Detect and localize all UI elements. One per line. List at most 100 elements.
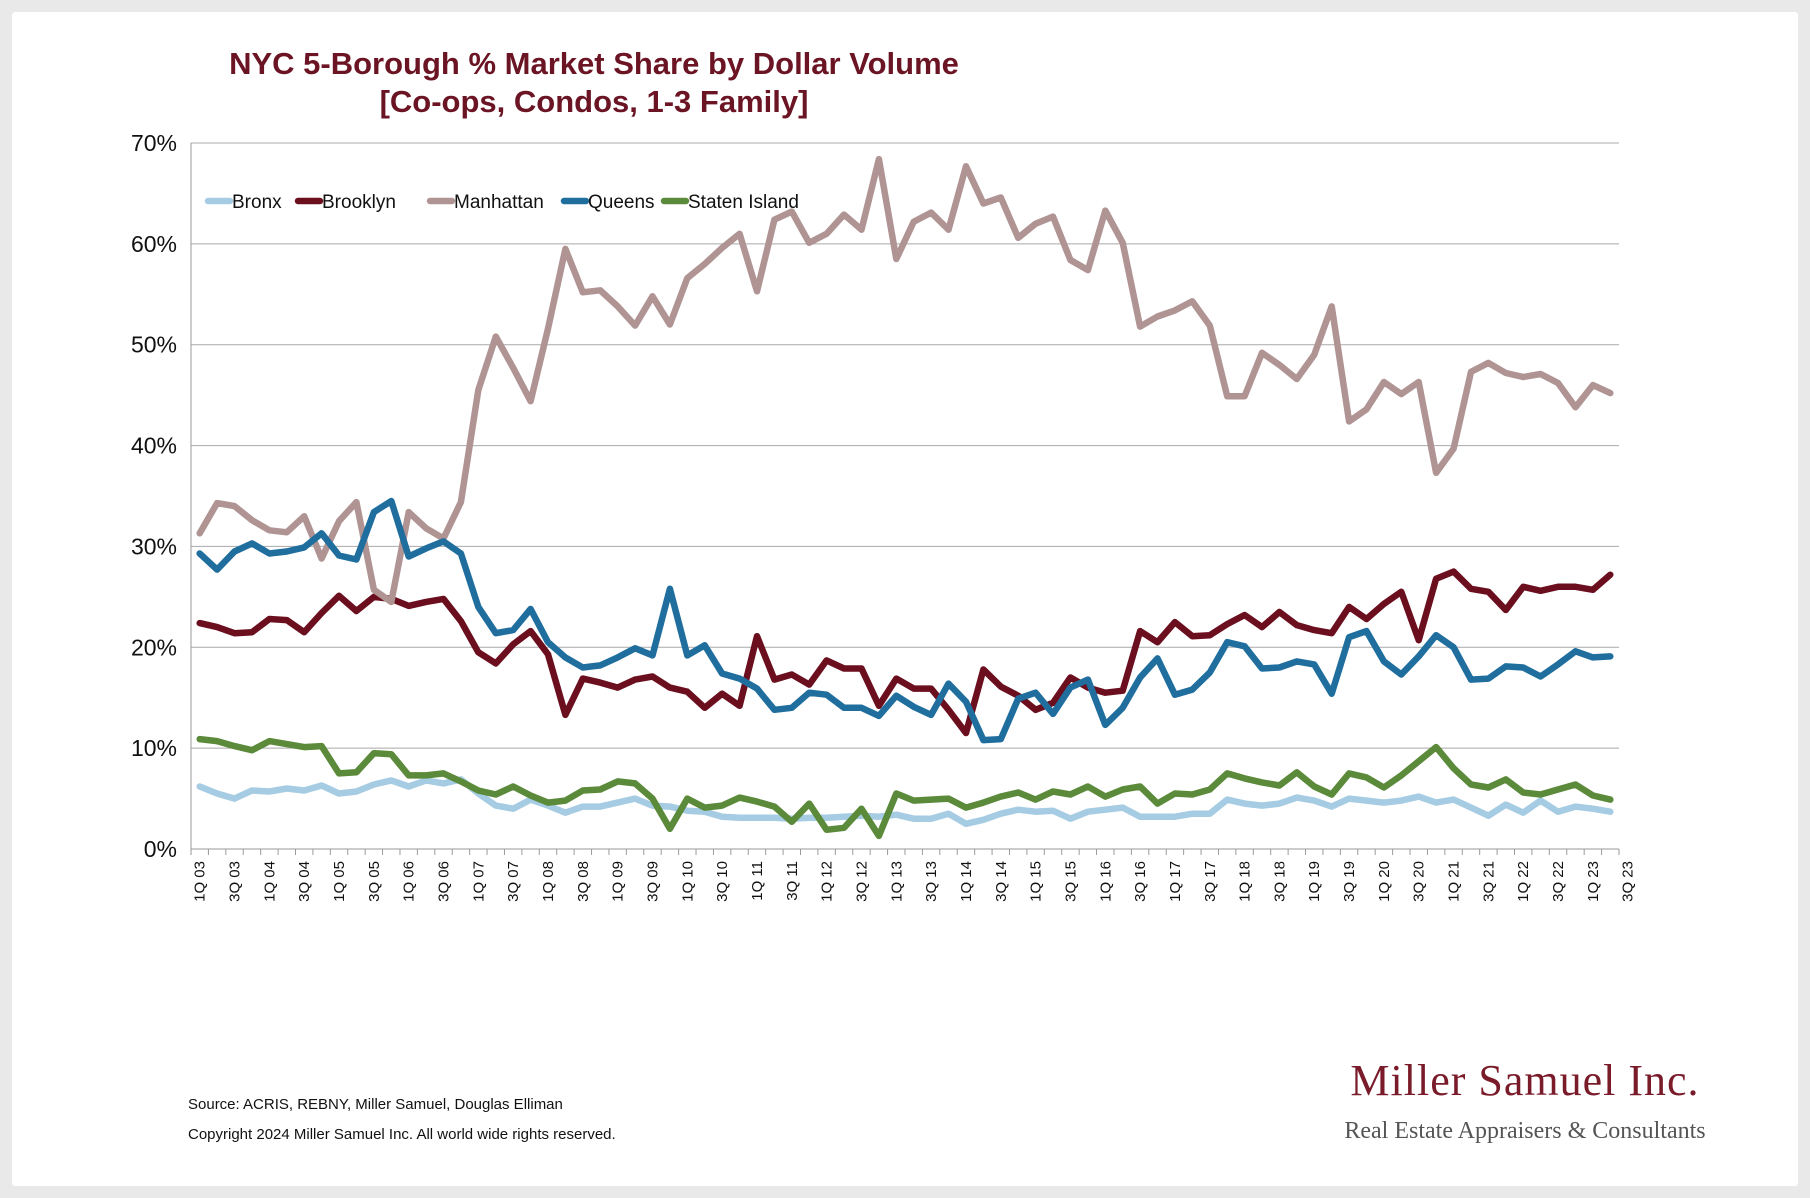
x-tick-label: 1Q 07 [470, 861, 487, 902]
data-point-staten-island [634, 782, 637, 785]
data-point-bronx [1365, 799, 1368, 802]
data-point-brooklyn [668, 686, 671, 689]
data-point-queens [1330, 692, 1333, 695]
data-point-queens [216, 568, 219, 571]
data-point-staten-island [1226, 772, 1229, 775]
x-tick-label: 1Q 10 [679, 861, 696, 902]
data-point-brooklyn [529, 630, 532, 633]
data-point-brooklyn [686, 690, 689, 693]
data-point-bronx [1295, 796, 1298, 799]
data-point-manhattan [1330, 305, 1333, 308]
data-point-staten-island [860, 807, 863, 810]
data-point-bronx [1539, 799, 1542, 802]
data-point-manhattan [947, 228, 950, 231]
data-point-bronx [1348, 797, 1351, 800]
data-point-brooklyn [599, 681, 602, 684]
data-point-manhattan [1104, 209, 1107, 212]
data-point-manhattan [1504, 372, 1507, 375]
data-point-queens [947, 682, 950, 685]
data-point-manhattan [512, 366, 515, 369]
data-point-manhattan [1365, 408, 1368, 411]
data-point-manhattan [1191, 300, 1194, 303]
data-point-manhattan [668, 323, 671, 326]
data-point-manhattan [390, 600, 393, 603]
data-point-queens [1591, 656, 1594, 659]
x-tick-label: 3Q 06 [436, 861, 453, 902]
data-point-bronx [668, 805, 671, 808]
data-point-brooklyn [651, 675, 654, 678]
x-tick-label: 1Q 22 [1515, 861, 1532, 902]
data-point-brooklyn [285, 619, 288, 622]
data-point-staten-island [825, 828, 828, 831]
data-point-bronx [407, 785, 410, 788]
data-point-brooklyn [756, 635, 759, 638]
data-point-queens [1295, 660, 1298, 663]
data-point-brooklyn [616, 686, 619, 689]
data-point-queens [407, 555, 410, 558]
data-point-bronx [965, 822, 968, 825]
data-point-queens [877, 714, 880, 717]
data-point-staten-island [668, 827, 671, 830]
data-point-brooklyn [407, 604, 410, 607]
data-point-manhattan [494, 335, 497, 338]
data-point-bronx [285, 787, 288, 790]
data-point-manhattan [1208, 324, 1211, 327]
data-point-brooklyn [512, 643, 515, 646]
data-point-staten-island [1121, 788, 1124, 791]
data-point-staten-island [355, 771, 358, 774]
data-point-brooklyn [320, 612, 323, 615]
x-tick-label: 1Q 05 [331, 861, 348, 902]
brand-logo-name: Miller Samuel Inc. [1350, 1056, 1699, 1105]
series-line-bronx [196, 776, 1614, 828]
data-point-brooklyn [825, 659, 828, 662]
data-point-bronx [372, 783, 375, 786]
data-point-queens [1121, 706, 1124, 709]
data-point-queens [756, 687, 759, 690]
data-point-queens [547, 641, 550, 644]
data-point-queens [390, 500, 393, 503]
data-point-bronx [1400, 799, 1403, 802]
data-point-staten-island [686, 797, 689, 800]
series-lines [196, 155, 1614, 840]
data-point-manhattan [1313, 353, 1316, 356]
data-point-brooklyn [1139, 630, 1142, 633]
data-point-brooklyn [1435, 577, 1438, 580]
x-tick-label: 1Q 11 [749, 861, 766, 901]
x-tick-label: 1Q 04 [261, 861, 278, 902]
y-tick-label: 30% [131, 533, 177, 559]
x-tick-label: 3Q 03 [227, 861, 244, 902]
x-tick-label: 3Q 23 [1620, 861, 1637, 902]
data-point-staten-island [1330, 793, 1333, 796]
data-point-manhattan [1069, 259, 1072, 262]
data-point-queens [930, 713, 933, 716]
data-point-manhattan [372, 588, 375, 591]
data-point-brooklyn [1173, 621, 1176, 624]
data-point-queens [808, 691, 811, 694]
data-point-staten-island [320, 745, 323, 748]
data-point-brooklyn [1330, 632, 1333, 635]
x-tick-label: 3Q 04 [296, 861, 313, 902]
data-point-manhattan [651, 295, 654, 298]
data-point-bronx [1052, 809, 1055, 812]
data-point-brooklyn [1452, 570, 1455, 573]
data-point-brooklyn [999, 685, 1002, 688]
data-point-staten-island [1365, 776, 1368, 779]
data-point-bronx [616, 801, 619, 804]
data-point-bronx [1609, 810, 1612, 813]
x-tick-label: 1Q 13 [888, 861, 905, 902]
data-point-bronx [912, 817, 915, 820]
series-manhattan [196, 155, 1614, 606]
data-point-brooklyn [1522, 585, 1525, 588]
data-point-manhattan [1295, 378, 1298, 381]
data-point-manhattan [459, 501, 462, 504]
data-point-manhattan [860, 228, 863, 231]
data-point-staten-island [1104, 795, 1107, 798]
data-point-queens [338, 554, 341, 557]
data-point-brooklyn [1487, 590, 1490, 593]
data-point-queens [1539, 675, 1542, 678]
x-tick-label: 1Q 21 [1446, 861, 1463, 902]
data-point-brooklyn [947, 708, 950, 711]
data-point-staten-island [982, 801, 985, 804]
chart-title-line2: [Co-ops, Condos, 1-3 Family] [380, 84, 809, 119]
data-point-bronx [1435, 801, 1438, 804]
